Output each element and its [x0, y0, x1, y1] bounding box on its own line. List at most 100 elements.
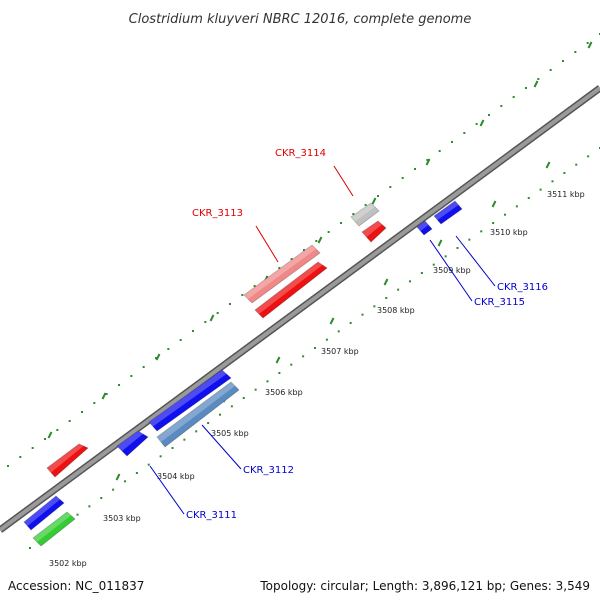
- tick-dot: [229, 303, 231, 305]
- tick-dot: [587, 155, 590, 158]
- tick-dot: [325, 338, 328, 341]
- tick-dot: [488, 114, 490, 116]
- tick-dot: [352, 213, 355, 215]
- tick-dot: [31, 447, 34, 449]
- gene-ckr3113-sheen: [255, 262, 323, 314]
- tick-dot: [551, 180, 554, 183]
- tick-dot: [512, 96, 515, 98]
- tick-dot: [278, 267, 281, 269]
- tick-dash: [491, 200, 497, 208]
- tick-dash: [317, 236, 323, 244]
- tick-dot: [385, 297, 388, 299]
- tick-dot: [118, 384, 120, 386]
- tick-dot: [303, 249, 305, 251]
- tick-dot: [142, 366, 145, 368]
- tick-label: 3504 kbp: [157, 472, 195, 481]
- tick-dot: [7, 465, 9, 467]
- tick-dot: [444, 255, 447, 258]
- tick-dot: [302, 355, 305, 358]
- gene-ckr3114-grey-sheen: [351, 203, 375, 222]
- label-leader-line: [149, 465, 185, 515]
- tick-dot: [438, 150, 441, 152]
- gene-label: CKR_3114: [275, 148, 326, 159]
- gene-features: [23, 200, 463, 547]
- tick-dot: [88, 505, 91, 508]
- tick-dash: [383, 278, 389, 286]
- tick-dot: [135, 472, 138, 474]
- tick-dot: [19, 456, 22, 458]
- tick-dot: [420, 272, 423, 274]
- gene-ckr3112-steel-arrow: [156, 381, 240, 448]
- tick-dot: [340, 222, 342, 224]
- tick-dot: [230, 405, 233, 408]
- tick-dot: [155, 357, 157, 359]
- tick-dot: [504, 213, 506, 216]
- tick-dot: [575, 163, 578, 166]
- tick-dot: [29, 547, 31, 549]
- tick-dot: [68, 420, 71, 422]
- tick-dot: [361, 313, 364, 316]
- gene-ckr3115-sheen: [417, 221, 429, 231]
- tick-dot: [207, 422, 210, 424]
- gene-label: CKR_3116: [497, 282, 548, 293]
- tick-dot: [373, 305, 376, 308]
- tick-dot: [364, 204, 367, 206]
- tick-dot: [451, 141, 453, 143]
- tick-dash: [587, 41, 593, 49]
- tick-dot: [525, 87, 527, 89]
- accession-text: Accession: NC_011837: [8, 579, 145, 593]
- tick-label: 3510 kbp: [490, 228, 528, 237]
- tick-dot: [278, 372, 281, 374]
- tick-dot: [159, 455, 162, 458]
- tick-dot: [167, 348, 170, 350]
- tick-dash: [101, 392, 107, 400]
- tick-dot: [563, 172, 566, 174]
- tick-dash: [275, 356, 281, 364]
- gene-label: CKR_3115: [474, 297, 525, 308]
- tick-dot: [539, 188, 542, 191]
- topology-summary: Topology: circular; Length: 3,896,121 bp…: [260, 579, 590, 593]
- tick-dash: [47, 431, 53, 439]
- label-leader-line: [255, 225, 279, 263]
- tick-label: 3506 kbp: [265, 388, 303, 397]
- tick-dot: [586, 42, 589, 44]
- tick-dot: [349, 322, 352, 324]
- tick-dot: [93, 402, 96, 404]
- tick-dot: [480, 230, 483, 233]
- gene-ckr3112-steel-sheen: [157, 382, 235, 442]
- gene-ckr3112-blue-sheen: [149, 370, 227, 427]
- tick-dot: [537, 78, 540, 80]
- tick-dot: [100, 497, 103, 499]
- tick-dot: [171, 447, 174, 449]
- tick-dash: [533, 80, 539, 88]
- tick-dot: [475, 123, 478, 125]
- tick-dash: [545, 161, 551, 169]
- tick-dot: [219, 413, 221, 416]
- tick-dot: [314, 347, 316, 349]
- tick-dot: [124, 480, 126, 483]
- gene-ckr3113-pink-sheen: [244, 245, 316, 299]
- gene-ckr3112-blue-arrow: [148, 369, 232, 432]
- tick-dash: [155, 353, 161, 361]
- tick-dot: [574, 51, 577, 53]
- tick-dot: [515, 205, 518, 208]
- tick-dot: [179, 339, 182, 341]
- tick-dot: [112, 488, 115, 491]
- tick-label: 3502 kbp: [49, 559, 87, 568]
- tick-dot: [266, 380, 269, 383]
- label-leader-line: [429, 239, 473, 302]
- tick-dot: [216, 312, 219, 314]
- gene-labels: CKR_3113 CKR_3114 CKR_3111 CKR_3112 CKR_3115…: [149, 148, 548, 521]
- tick-dot: [147, 463, 150, 466]
- tick-dash: [479, 119, 485, 127]
- tick-dot: [183, 438, 186, 441]
- tick-label: 3505 kbp: [211, 429, 249, 438]
- gene-ckr3111-arrow: [116, 430, 149, 457]
- tick-dot: [130, 375, 133, 377]
- tick-dot: [242, 397, 245, 399]
- tick-dot: [401, 177, 404, 179]
- tick-dot: [397, 288, 400, 291]
- tick-dot: [389, 186, 392, 188]
- tick-dot: [527, 197, 530, 199]
- tick-dot: [315, 240, 318, 242]
